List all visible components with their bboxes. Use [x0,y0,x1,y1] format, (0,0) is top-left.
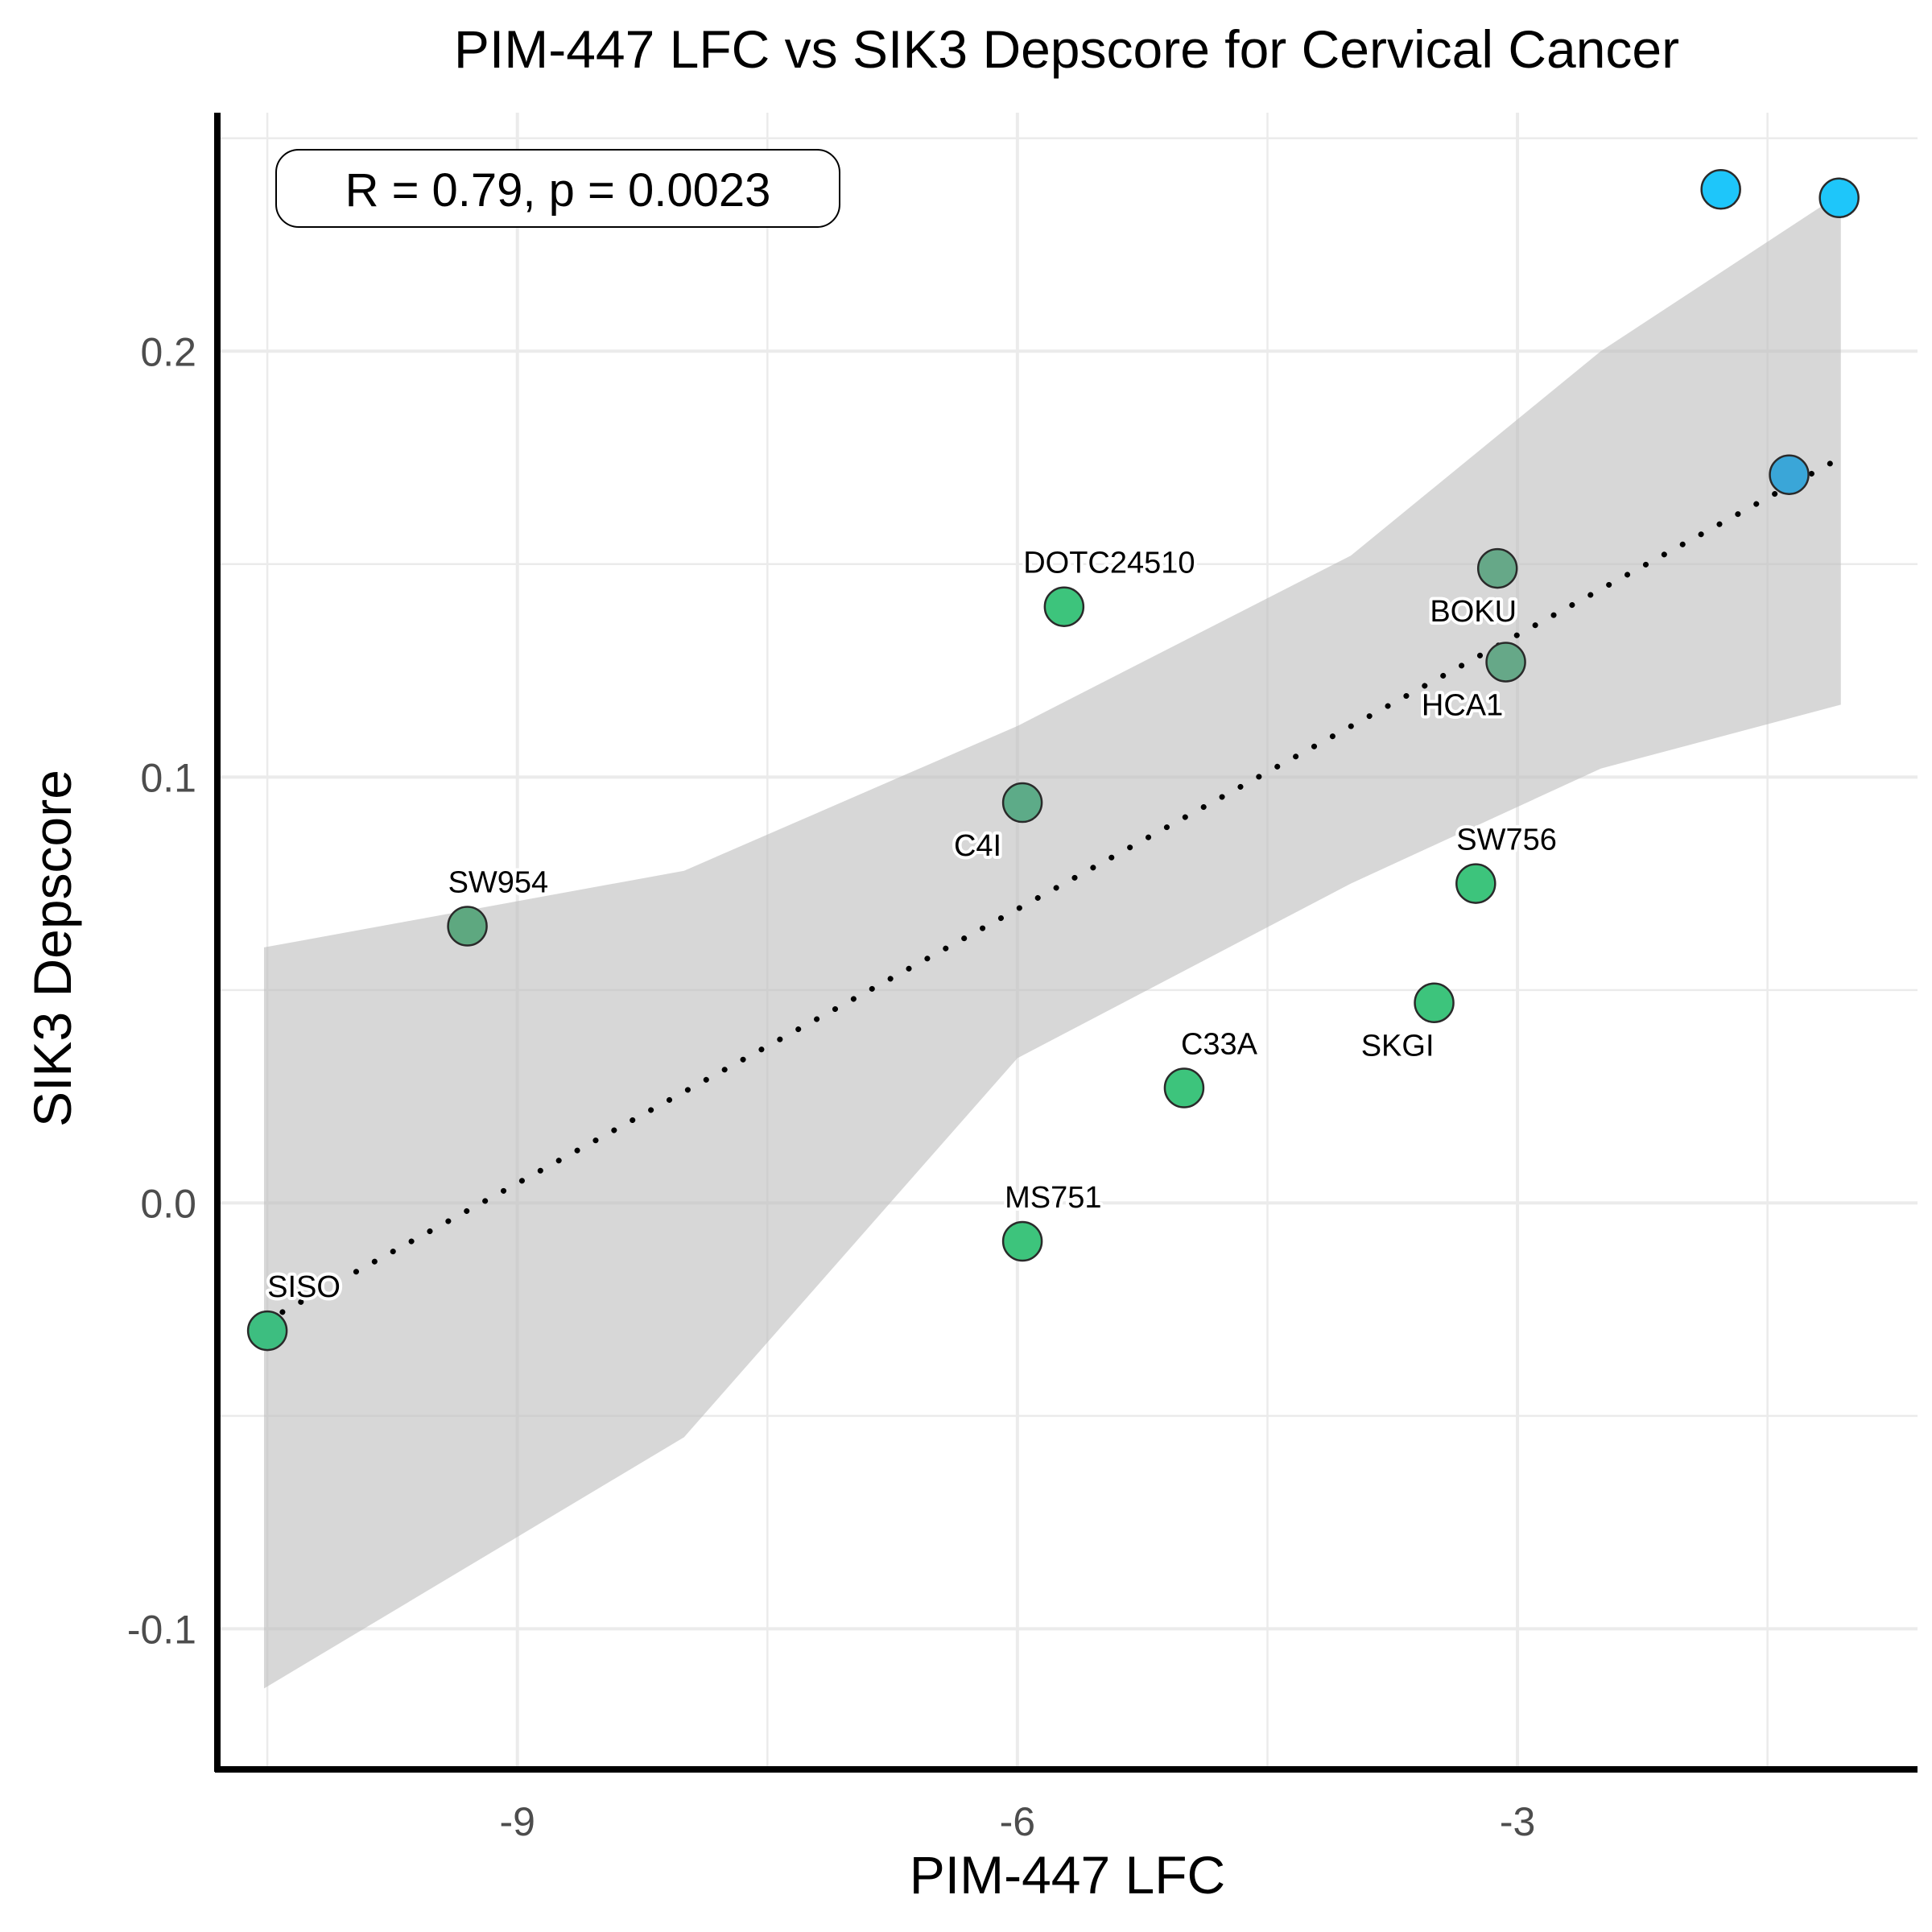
data-point [246,1310,288,1352]
data-point [1455,863,1496,904]
data-point [1414,982,1455,1023]
data-point [1043,586,1085,627]
data-point [1001,1220,1043,1262]
point-label: SW954 [448,865,549,899]
data-point [1476,547,1518,589]
x-axis-title: PIM-447 LFC [910,1845,1225,1905]
points-layer [246,168,1860,1352]
y-tick-label: 0.2 [140,329,196,374]
data-point [1163,1067,1205,1108]
data-point [1001,782,1043,824]
x-tick-label: -3 [1500,1799,1535,1844]
tick-labels: -9 -6 -3 -0.1 0.0 0.1 0.2 [127,329,1535,1844]
stat-annotation: R = 0.79, p = 0.0023 [275,149,840,228]
point-label: C33A [1181,1028,1258,1062]
y-tick-label: 0.1 [140,755,196,800]
y-axis-title: SIK3 Depscore [23,770,82,1127]
x-tick-label: -6 [1000,1799,1035,1844]
point-label: DOTC24510 [1023,547,1195,580]
point-label: SISO [267,1270,341,1304]
chart-title: PIM-447 LFC vs SIK3 Depscore for Cervica… [454,19,1679,79]
confidence-band [263,193,1841,1689]
point-label: SKGI [1361,1030,1435,1063]
data-point [1700,168,1741,210]
point-labels-layer: SISO SW954 MS751 C4I DOTC24510 C33A SKGI SW756 B… [264,543,1560,1307]
data-point [1769,454,1810,495]
y-tick-label: 0.0 [140,1181,196,1226]
data-point [1485,642,1526,683]
point-label: MS751 [1005,1181,1101,1215]
axes [214,113,1918,1773]
stat-annotation-box [275,149,840,228]
x-tick-label: -9 [499,1799,535,1844]
data-point [447,906,488,947]
confidence-band-layer [263,193,1841,1689]
y-tick-label: -0.1 [127,1607,196,1652]
data-point [1818,177,1860,219]
point-label: HCA1 [1422,688,1503,722]
point-label: SW756 [1456,824,1557,857]
point-label: BOKU [1430,595,1517,629]
point-label: C4I [954,829,1001,863]
stat-annotation-text: R = 0.79, p = 0.0023 [345,164,771,217]
